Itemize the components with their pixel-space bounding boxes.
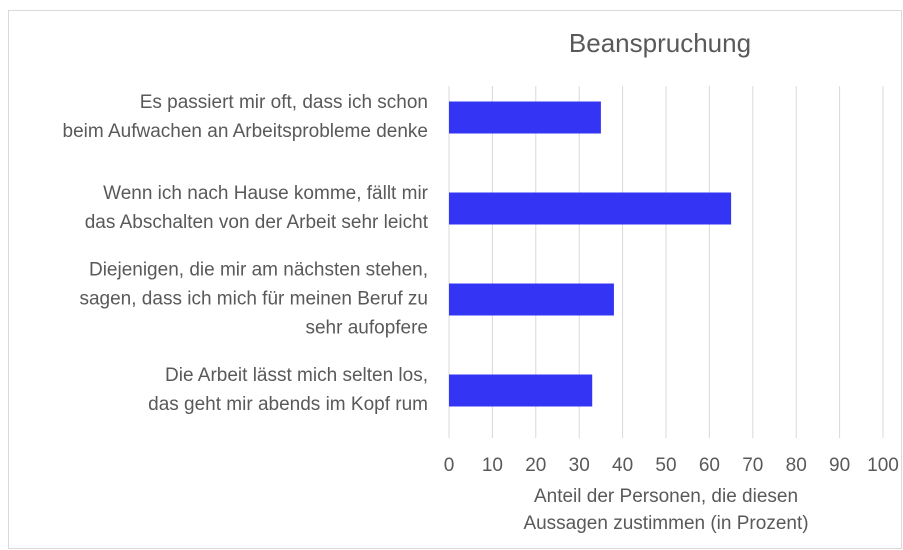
y-tick-label: sagen, dass ich mich für meinen Beruf zu xyxy=(79,289,428,310)
x-axis-label: Aussagen zustimmen (in Prozent) xyxy=(523,513,808,534)
x-tick-label: 10 xyxy=(482,455,503,476)
x-tick-label: 0 xyxy=(444,455,455,476)
x-tick-label: 30 xyxy=(569,455,590,476)
y-tick-label: das Abschalten von der Arbeit sehr leich… xyxy=(85,212,429,233)
bar xyxy=(449,374,593,407)
y-tick-label: Wenn ich nach Hause komme, fällt mir xyxy=(103,183,429,204)
x-tick-label: 60 xyxy=(699,455,720,476)
y-tick-label: Diejenigen, die mir am nächsten stehen, xyxy=(89,260,428,281)
x-tick-label: 70 xyxy=(742,455,763,476)
x-tick-label: 90 xyxy=(829,455,850,476)
bar xyxy=(449,101,601,134)
bar xyxy=(449,283,614,316)
y-tick-label: beim Aufwachen an Arbeitsprobleme denke xyxy=(63,121,428,142)
y-tick-label: das geht mir abends im Kopf rum xyxy=(148,394,428,415)
y-tick-label: sehr aufopfere xyxy=(305,318,428,339)
x-tick-label: 40 xyxy=(612,455,633,476)
x-tick-label: 80 xyxy=(786,455,807,476)
y-tick-label: Die Arbeit lässt mich selten los, xyxy=(165,365,428,386)
x-tick-label: 20 xyxy=(525,455,546,476)
bar xyxy=(449,192,732,225)
chart-title: Beanspruchung xyxy=(569,28,751,58)
x-axis-label: Anteil der Personen, die diesen xyxy=(534,486,798,507)
x-tick-label: 100 xyxy=(867,455,899,476)
chart-border xyxy=(8,10,902,549)
y-tick-label: Es passiert mir oft, dass ich schon xyxy=(140,92,428,113)
x-tick-label: 50 xyxy=(655,455,676,476)
